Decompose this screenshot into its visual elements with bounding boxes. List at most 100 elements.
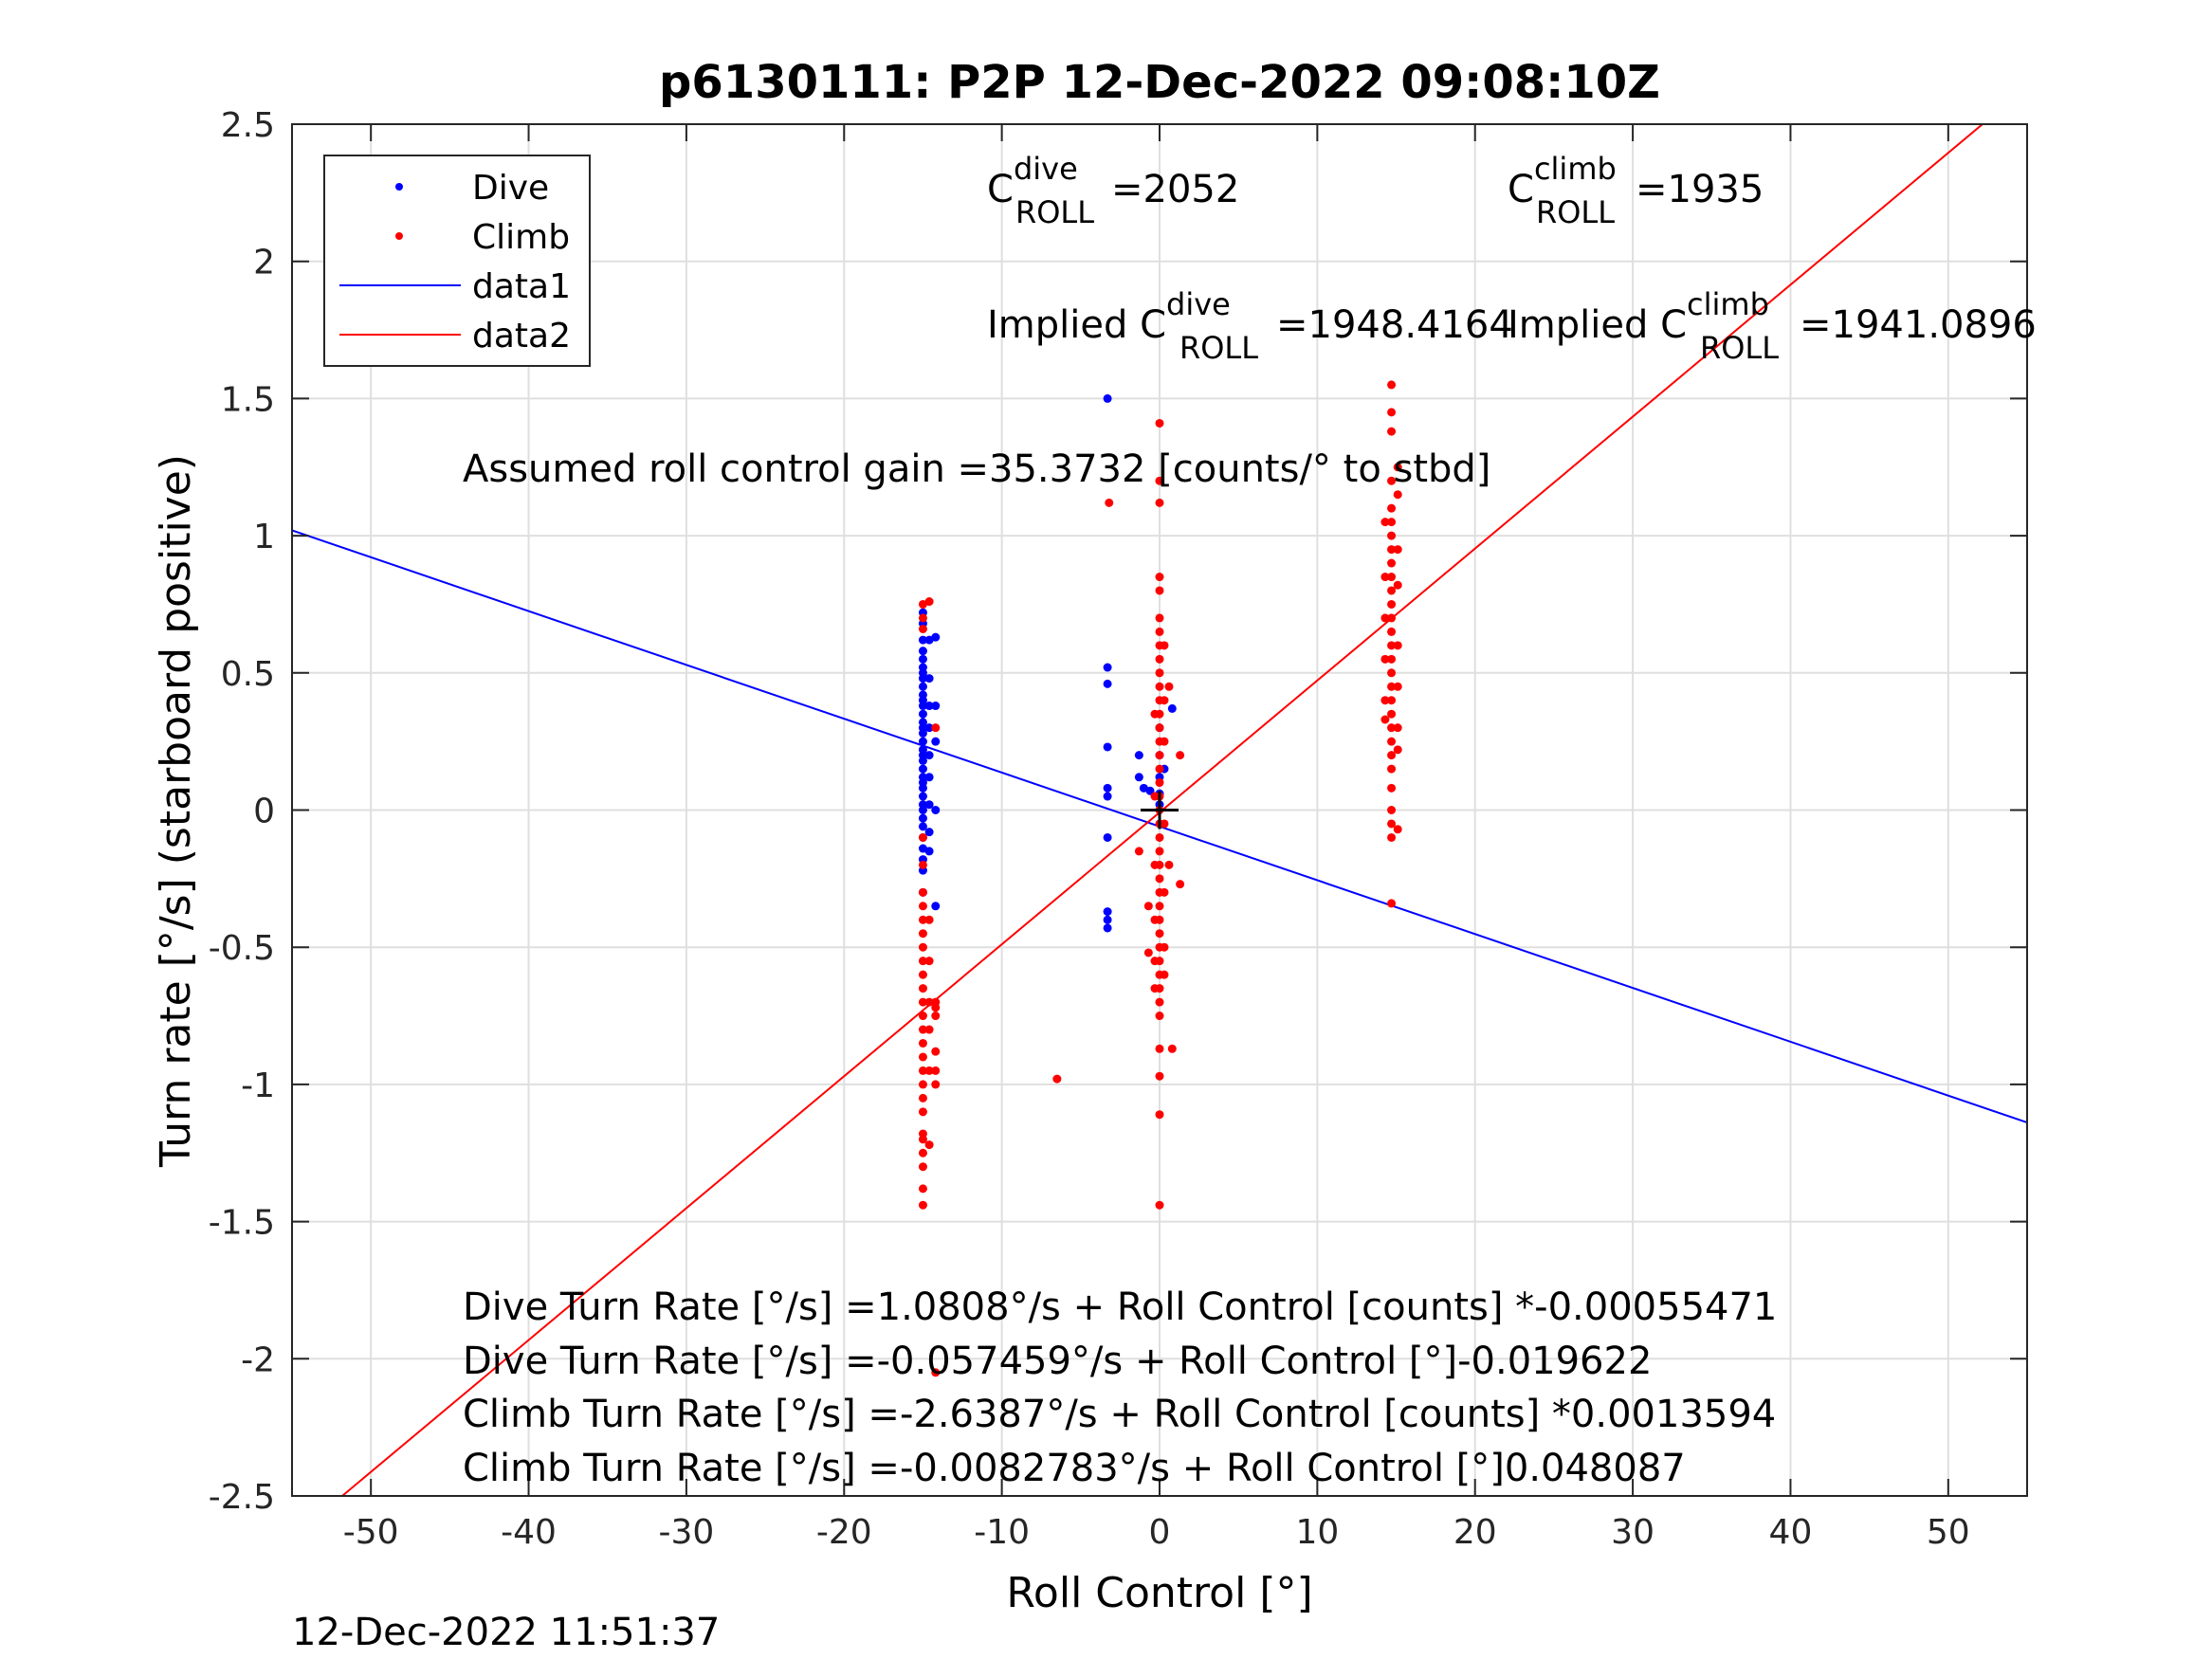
climb-point <box>1393 641 1402 650</box>
climb-point <box>1387 783 1397 793</box>
implied-dive-annotation: Implied Cdive ROLL =1948.4164 <box>987 286 1513 366</box>
climb-point <box>1155 498 1164 507</box>
climb-point <box>1393 463 1402 472</box>
climb-point <box>918 1135 927 1144</box>
climb-point <box>1387 427 1397 436</box>
climb-point <box>1150 709 1160 719</box>
x-tick-label: 0 <box>1149 1513 1171 1552</box>
fit-equation-1: Dive Turn Rate [°/s] =1.0808°/s + Roll C… <box>463 1285 1777 1329</box>
chart-title: p6130111: P2P 12-Dec-2022 09:08:10Z <box>659 56 1660 109</box>
climb-point <box>1164 860 1174 869</box>
dive-point <box>918 702 927 711</box>
legend-dive-label: Dive <box>472 169 549 208</box>
x-axis-label: Roll Control [°] <box>1006 1569 1312 1617</box>
x-tick-label: -10 <box>974 1513 1030 1552</box>
climb-point <box>931 1066 941 1075</box>
climb-point <box>1155 902 1164 911</box>
dive-point <box>1134 751 1143 760</box>
climb-point <box>918 970 927 979</box>
fit-equation-3: Climb Turn Rate [°/s] =-2.6387°/s + Roll… <box>463 1393 1776 1436</box>
climb-point <box>1160 819 1169 829</box>
climb-point <box>1155 929 1164 939</box>
climb-point <box>1387 586 1397 595</box>
climb-point <box>1160 737 1169 746</box>
climb-point <box>1387 627 1397 636</box>
climb-point <box>1150 915 1160 924</box>
c-dive-main: C <box>987 168 1014 211</box>
dive-point <box>1103 907 1112 917</box>
climb-point <box>931 1047 941 1056</box>
climb-point <box>1387 558 1397 568</box>
dive-point <box>924 800 934 810</box>
dive-point <box>924 828 934 837</box>
climb-point <box>931 1003 941 1012</box>
climb-point <box>918 1162 927 1172</box>
c-climb-value: =1935 <box>1636 168 1764 211</box>
dive-point <box>918 756 927 765</box>
climb-point <box>1150 860 1160 869</box>
climb-point <box>1387 899 1397 908</box>
climb-point <box>918 1038 927 1048</box>
y-tick-label: -2 <box>241 1340 275 1379</box>
climb-point <box>1176 880 1185 889</box>
climb-point <box>918 887 927 897</box>
dive-point <box>931 806 941 814</box>
climb-point <box>918 915 927 924</box>
climb-point <box>1387 545 1397 555</box>
dive-point <box>931 737 941 746</box>
implied-dive-value: =1948.4164 <box>1276 303 1513 347</box>
x-tick-label: 50 <box>1927 1513 1970 1552</box>
dive-point <box>1167 703 1177 713</box>
x-tick-label: 30 <box>1611 1513 1654 1552</box>
climb-point <box>1387 408 1397 417</box>
dive-point <box>931 632 941 642</box>
climb-point <box>918 1184 927 1194</box>
fit-equation-4: Climb Turn Rate [°/s] =-0.0082783°/s + R… <box>463 1447 1686 1490</box>
climb-point <box>918 1052 927 1062</box>
y-tick-label: 0.5 <box>221 655 275 694</box>
climb-point <box>1155 764 1164 774</box>
c-dive-sup: dive <box>1014 151 1078 187</box>
climb-point <box>1155 476 1164 485</box>
climb-point <box>1155 1044 1164 1053</box>
dive-point <box>1103 832 1112 842</box>
c-climb-sub: ROLL <box>1536 194 1615 230</box>
dive-point <box>1103 663 1112 672</box>
climb-point <box>1155 751 1164 760</box>
climb-point <box>1387 737 1397 746</box>
implied-dive-sup: dive <box>1166 286 1231 322</box>
climb-point <box>1393 745 1402 755</box>
implied-climb-sup: climb <box>1687 286 1769 322</box>
implied-climb-sub: ROLL <box>1700 330 1779 366</box>
timestamp: 12-Dec-2022 11:51:37 <box>292 1611 720 1654</box>
legend: Dive Climb data1 data2 <box>323 155 591 367</box>
climb-point <box>1380 654 1390 664</box>
y-tick-label: -0.5 <box>209 929 275 968</box>
climb-point <box>1393 682 1402 691</box>
dive-point <box>918 647 927 656</box>
fit-equation-2: Dive Turn Rate [°/s] =-0.057459°/s + Rol… <box>463 1340 1652 1383</box>
climb-point <box>1387 641 1397 650</box>
dive-point <box>1103 923 1112 933</box>
y-tick-label: 0 <box>253 793 275 831</box>
climb-point <box>1393 490 1402 500</box>
climb-point <box>924 957 934 966</box>
climb-point <box>931 1080 941 1089</box>
y-tick-label: 1 <box>253 518 275 556</box>
climb-point <box>918 957 927 966</box>
dive-point <box>1134 773 1143 782</box>
climb-point <box>918 929 927 939</box>
legend-box <box>323 155 591 367</box>
climb-point <box>1160 696 1169 705</box>
climb-point <box>1387 709 1397 719</box>
dive-point <box>1103 679 1112 688</box>
climb-point <box>1155 997 1164 1007</box>
climb-point <box>1155 613 1164 623</box>
climb-point <box>1155 573 1164 582</box>
x-tick-label: 10 <box>1295 1513 1339 1552</box>
climb-point <box>1387 668 1397 678</box>
climb-point <box>1105 498 1114 507</box>
climb-point <box>1387 751 1397 760</box>
climb-point <box>918 984 927 994</box>
climb-point <box>918 1107 927 1117</box>
